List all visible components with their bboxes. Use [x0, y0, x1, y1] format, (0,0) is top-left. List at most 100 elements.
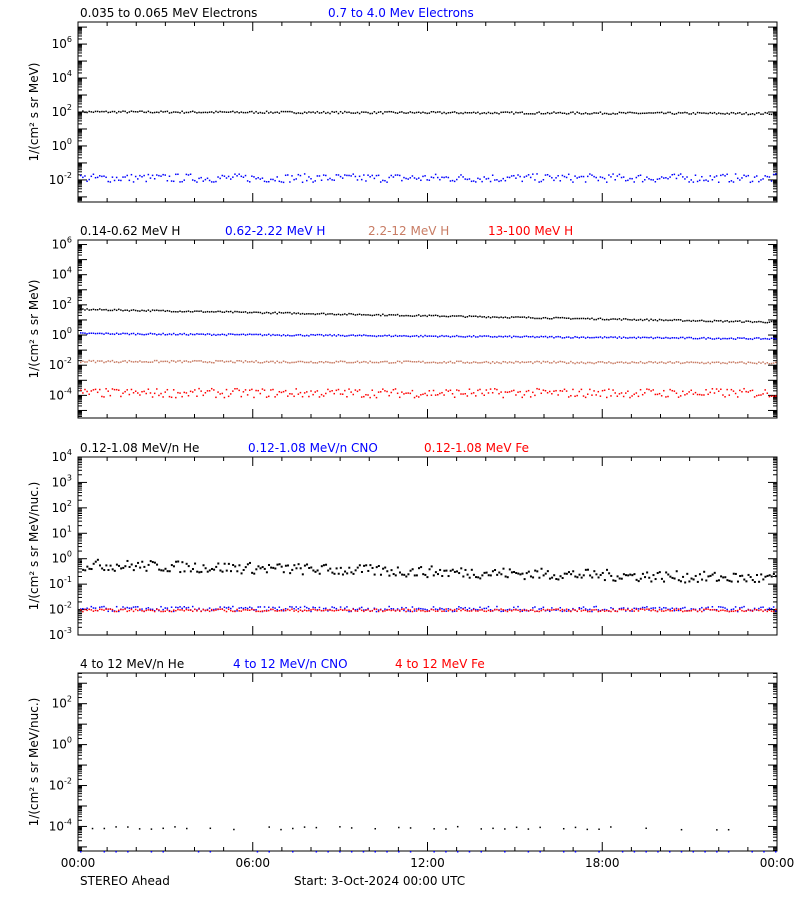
- data-point: [709, 609, 712, 611]
- data-point: [741, 391, 743, 393]
- data-point: [601, 609, 604, 611]
- data-point: [563, 610, 566, 612]
- data-point: [544, 174, 547, 176]
- data-point: [548, 318, 551, 320]
- data-point: [128, 310, 131, 312]
- data-point: [221, 111, 224, 113]
- data-point: [724, 396, 726, 398]
- data-point: [310, 333, 312, 336]
- data-point: [394, 334, 397, 337]
- data-point: [631, 361, 633, 363]
- data-point: [350, 175, 352, 177]
- data-point: [633, 181, 635, 183]
- data-point: [775, 395, 777, 397]
- data-point: [703, 362, 705, 365]
- data-point: [130, 332, 133, 335]
- data-point: [701, 394, 703, 396]
- data-point: [477, 362, 479, 364]
- data-point: [348, 174, 350, 177]
- data-point: [445, 608, 447, 610]
- data-point: [595, 394, 597, 396]
- data-point: [401, 111, 403, 113]
- data-point: [181, 561, 184, 564]
- data-point: [705, 112, 707, 115]
- data-point: [755, 112, 758, 114]
- data-point: [508, 568, 511, 571]
- data-point: [747, 573, 750, 576]
- data-point: [631, 395, 633, 397]
- data-point: [278, 180, 281, 183]
- data-point: [206, 361, 209, 364]
- data-point: [521, 111, 524, 113]
- data-point: [553, 360, 555, 363]
- data-point: [616, 175, 619, 177]
- data-point: [650, 390, 652, 392]
- data-point: [489, 336, 492, 338]
- data-point: [770, 395, 773, 397]
- data-point: [417, 608, 420, 611]
- data-point: [270, 312, 272, 315]
- data-point: [360, 314, 363, 316]
- data-point: [424, 175, 426, 177]
- data-point: [551, 393, 553, 395]
- data-point: [462, 176, 464, 178]
- data-point: [263, 112, 266, 114]
- data-point: [460, 360, 462, 362]
- data-point: [654, 337, 657, 339]
- data-point: [760, 179, 762, 181]
- data-point: [728, 579, 731, 582]
- data-point: [238, 173, 240, 175]
- data-point: [584, 362, 587, 365]
- data-point: [255, 360, 257, 362]
- data-point: [652, 319, 654, 322]
- data-point: [635, 319, 638, 322]
- data-point: [692, 319, 695, 322]
- data-point: [99, 308, 101, 310]
- data-point: [240, 360, 243, 362]
- data-point: [434, 571, 437, 574]
- data-point: [111, 610, 114, 612]
- data-point: [124, 608, 126, 610]
- data-point: [538, 181, 540, 183]
- data-point: [504, 575, 507, 578]
- data-point: [663, 610, 665, 612]
- data-point: [724, 607, 726, 609]
- data-point: [344, 607, 346, 610]
- data-point: [633, 361, 635, 364]
- data-point: [536, 173, 538, 175]
- data-point: [458, 606, 460, 608]
- data-point: [284, 334, 287, 337]
- data-point: [420, 179, 422, 182]
- data-point: [578, 608, 581, 610]
- data-point: [515, 826, 518, 829]
- data-point: [701, 361, 703, 364]
- data-point: [432, 609, 435, 611]
- data-point: [755, 608, 758, 611]
- data-point: [430, 608, 433, 611]
- data-point: [599, 317, 602, 319]
- data-point: [660, 337, 663, 340]
- data-point: [629, 362, 631, 364]
- data-point: [574, 113, 576, 115]
- data-point: [107, 610, 109, 613]
- data-point: [696, 320, 699, 322]
- data-point: [96, 176, 99, 179]
- data-point: [80, 308, 82, 310]
- data-point: [434, 610, 437, 612]
- data-point: [502, 567, 505, 570]
- data-point: [593, 362, 595, 365]
- data-point: [344, 335, 346, 337]
- data-point: [500, 573, 503, 576]
- data-point: [544, 609, 547, 612]
- data-point: [633, 607, 635, 610]
- data-point: [92, 111, 95, 114]
- data-point: [675, 361, 678, 363]
- data-point: [301, 312, 304, 315]
- data-point: [168, 395, 171, 398]
- legend-entry: 0.7 to 4.0 Mev Electrons: [328, 6, 474, 20]
- data-point: [210, 567, 213, 570]
- data-point: [747, 113, 750, 116]
- data-point: [322, 312, 325, 315]
- data-point: [532, 609, 534, 611]
- data-point: [715, 337, 718, 340]
